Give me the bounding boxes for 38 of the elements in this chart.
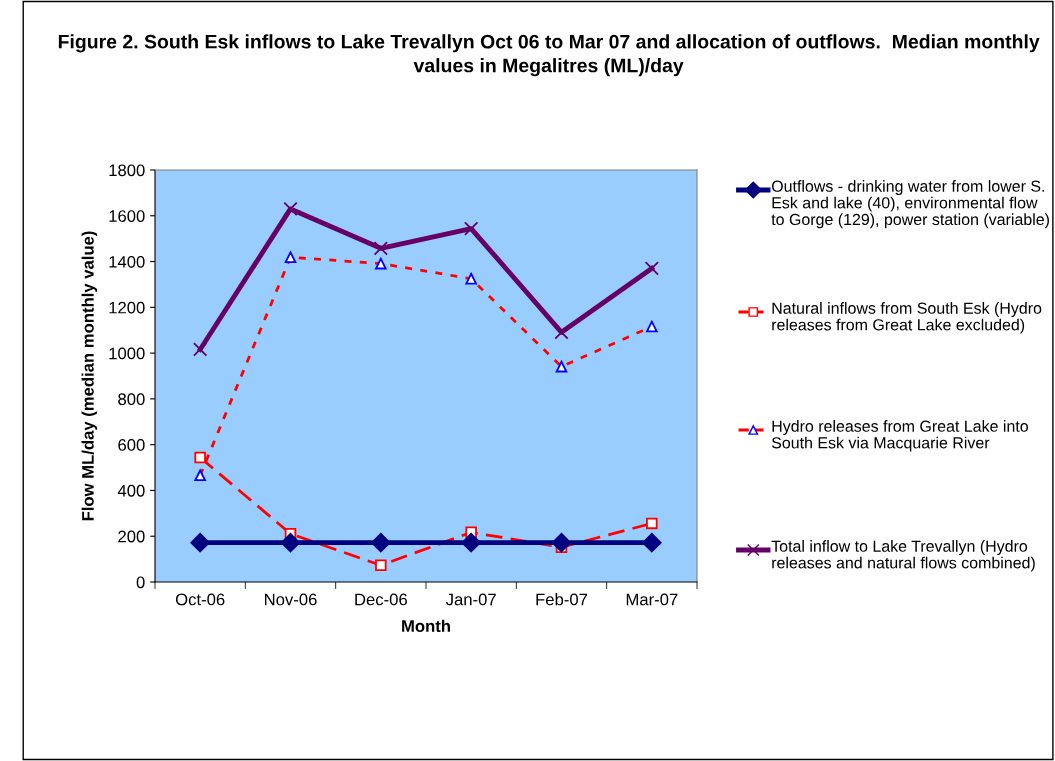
y-tick-label: 1400 [109,255,145,268]
x-tick-label: Nov-06 [265,593,317,606]
chart-title: Figure 2. South Esk inflows to Lake Trevallyn Oct 06 to Mar 07 and allocation of outflows. Median monthly values in Megalitres (ML)/day [58,34,1040,77]
point [551,532,572,553]
point [642,532,662,553]
x-tick-label: Jan-07 [445,593,496,606]
point [371,532,391,553]
x-tick-label: Feb-07 [536,593,588,606]
point [193,342,208,357]
x-axis-title: Month [402,619,450,632]
y-tick-label: 1000 [109,347,145,360]
y-tick-label: 400 [117,484,145,497]
point [464,221,479,236]
y-tick-label: 200 [118,530,145,543]
x-tick-label: Oct-06 [175,593,225,606]
point [190,532,210,553]
point [280,532,301,553]
point [373,241,388,256]
y-tick-label: 0 [136,576,145,589]
y-tick-label: 1600 [109,210,145,222]
x-tick-label: Mar-07 [626,593,678,606]
y-tick-label: 1200 [109,301,145,314]
legend-label: Total inflow to Lake Trevallyn (Hydro releases and natural flows combined) [771,540,1035,572]
point [375,559,387,572]
y-tick-label: 800 [118,393,145,406]
point [644,261,659,276]
legend-label: Natural inflows from South Esk (Hydro releases from Great Lake excluded) [772,302,1042,334]
y-axis-title: Flow ML/day (median monthly value) [81,231,98,521]
point [461,532,481,553]
y-tick-label: 600 [118,439,145,451]
point [194,451,206,464]
x-tick-label: Dec-06 [355,593,407,606]
legend-label: Hydro releases from Great Lake into South Esk via Macquarie River [771,420,1028,452]
legend-label: Outflows - drinking water from lower S. Esk and lake (40), environmental flow to Gorge (129), power station (variable) [771,180,1049,229]
y-tick-label: 1800 [109,164,145,177]
point [646,517,658,530]
point [554,325,569,340]
point [283,201,298,217]
